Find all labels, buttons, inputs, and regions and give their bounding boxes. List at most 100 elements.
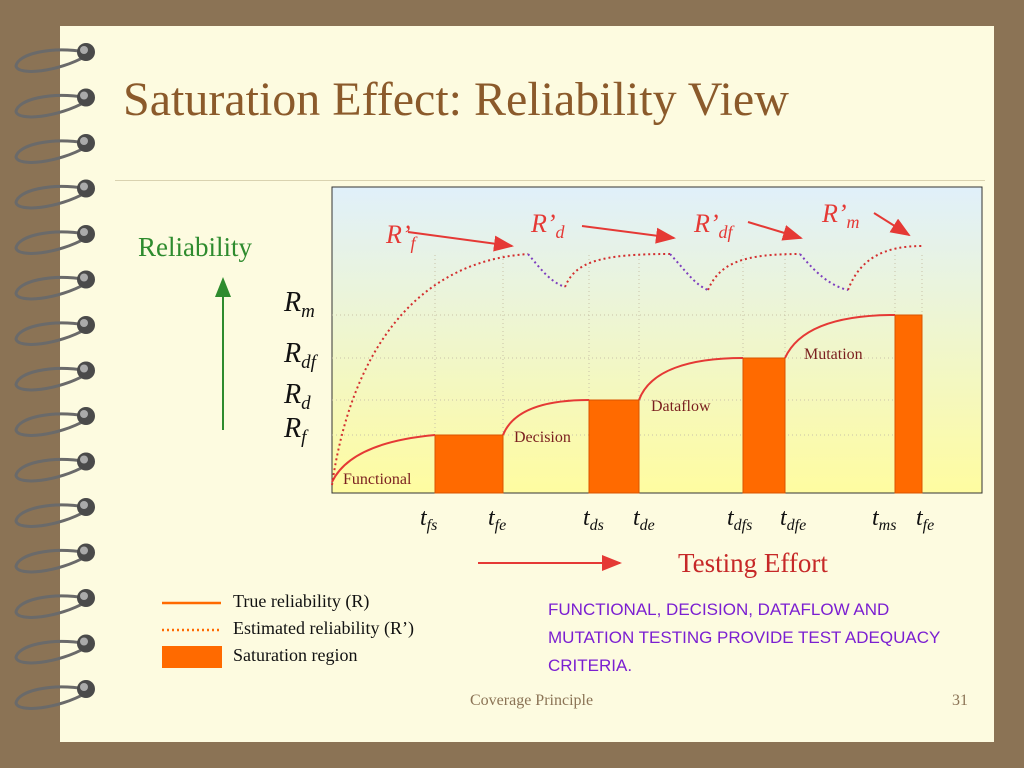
x-tick-label: tfe xyxy=(916,505,934,534)
spiral-binding xyxy=(14,43,95,710)
spiral-hole-highlight xyxy=(80,319,88,327)
spiral-hole-highlight xyxy=(80,501,88,509)
spiral-hole-highlight xyxy=(80,46,88,54)
x-tick-label-subscript: ds xyxy=(590,517,604,534)
x-tick-label-subscript: fe xyxy=(495,517,507,534)
saturation-region xyxy=(742,357,786,494)
x-tick-label-main: t xyxy=(872,505,880,531)
legend-saturation-swatch xyxy=(162,646,222,668)
estimated-reliability-curve xyxy=(564,253,671,288)
legend xyxy=(162,601,222,668)
x-tick-label: tde xyxy=(633,505,655,534)
estimate-arrow xyxy=(581,225,676,244)
estimate-label-main: R’ xyxy=(693,209,719,238)
x-tick-label: tdfs xyxy=(727,505,752,534)
phase-labels: Functional Decision Dataflow Mutation xyxy=(343,346,863,488)
estimate-labels: R’fR’d R’dfR’m xyxy=(385,199,860,253)
spiral-ring xyxy=(14,94,87,119)
x-tick-label-subscript: de xyxy=(640,517,655,534)
y-level-label-main: R xyxy=(283,379,301,410)
phase-label: Dataflow xyxy=(651,398,711,415)
estimate-arrow xyxy=(747,221,803,241)
y-level-label-main: R xyxy=(283,287,301,318)
y-level-label: Rf xyxy=(283,413,309,448)
x-tick-label-subscript: fe xyxy=(923,517,935,534)
x-tick-labels: tfs tfe tds tde tdfs tdfe tms tfe xyxy=(420,505,934,534)
saturation-region xyxy=(434,434,504,494)
adequacy-note: FUNCTIONAL, DECISION, DATAFLOW AND MUTAT… xyxy=(548,600,941,675)
estimate-label-subscript: d xyxy=(556,222,566,242)
phase-label: Decision xyxy=(514,429,571,446)
estimate-label-subscript: df xyxy=(719,222,736,242)
spiral-ring xyxy=(14,685,87,710)
spiral-ring xyxy=(14,185,87,210)
spiral-ring xyxy=(14,139,87,164)
estimate-arrow xyxy=(407,231,514,252)
spiral-ring xyxy=(14,640,87,665)
true-reliability-curve xyxy=(784,314,896,359)
spiral-ring xyxy=(14,48,87,73)
y-level-label: Rd xyxy=(283,379,311,414)
x-axis-label: Testing Effort xyxy=(678,548,828,578)
saturation-region xyxy=(894,314,923,494)
y-level-label-subscript: d xyxy=(301,393,311,414)
footer-title: Coverage Principle xyxy=(470,692,594,709)
estimate-arrows xyxy=(407,212,911,252)
page-number: 31 xyxy=(952,692,968,709)
spiral-ring xyxy=(14,503,87,528)
true-reliability-curve xyxy=(502,399,590,436)
estimated-reliability-curve xyxy=(331,253,529,486)
legend-saturation-label: Saturation region xyxy=(233,645,358,665)
spiral-ring xyxy=(14,458,87,483)
estimated-reliability-drop xyxy=(799,253,849,291)
estimate-label-main: R’ xyxy=(821,199,847,228)
estimate-label: R’f xyxy=(385,220,419,253)
spiral-ring xyxy=(14,412,87,437)
estimate-label-main: R’ xyxy=(530,209,556,238)
x-tick-label-main: t xyxy=(916,505,924,531)
y-level-label-subscript: m xyxy=(301,301,315,322)
x-tick-label-main: t xyxy=(488,505,496,531)
estimate-label-subscript: m xyxy=(847,212,860,232)
spiral-hole-highlight xyxy=(80,637,88,646)
y-level-label: Rm xyxy=(283,287,315,322)
true-reliability-curve xyxy=(331,434,436,483)
phase-label: Functional xyxy=(343,471,412,488)
spiral-ring xyxy=(14,230,87,255)
legend-true-label: True reliability (R) xyxy=(233,591,370,611)
spiral-hole-highlight xyxy=(80,592,88,600)
x-tick-label-subscript: fs xyxy=(427,517,438,534)
estimated-reliability-drop xyxy=(669,253,709,291)
y-level-label-subscript: f xyxy=(301,427,309,448)
x-tick-label-main: t xyxy=(780,505,788,531)
spiral-ring xyxy=(14,321,87,346)
spiral-ring xyxy=(14,276,87,301)
estimate-label: R’m xyxy=(821,199,860,232)
x-tick-label-subscript: dfe xyxy=(787,517,807,534)
saturation-regions xyxy=(434,314,923,494)
title-divider xyxy=(115,180,985,181)
estimated-reliability-curves xyxy=(331,245,923,486)
spiral-hole-highlight xyxy=(80,455,88,464)
spiral-hole-highlight xyxy=(80,182,88,191)
spiral-hole-highlight xyxy=(80,546,88,555)
legend-estimated-label: Estimated reliability (R’) xyxy=(233,618,414,638)
spiral-hole-highlight xyxy=(80,273,88,282)
x-tick-label: tds xyxy=(583,505,604,534)
x-tick-label: tfe xyxy=(488,505,506,534)
y-level-label: Rdf xyxy=(283,338,319,373)
spiral-hole-highlight xyxy=(80,410,88,418)
spiral-ring xyxy=(14,549,87,574)
estimate-arrow xyxy=(873,212,911,237)
spiral-ring xyxy=(14,594,87,619)
x-tick-label: tfs xyxy=(420,505,437,534)
slide-title: Saturation Effect: Reliability View xyxy=(123,73,789,126)
spiral-hole-highlight xyxy=(80,683,88,691)
plot-area xyxy=(331,186,983,494)
estimate-label-main: R’ xyxy=(385,220,411,249)
x-tick-label: tms xyxy=(872,505,896,534)
true-reliability-curve xyxy=(638,357,744,401)
x-tick-label-main: t xyxy=(727,505,735,531)
x-tick-label: tdfe xyxy=(780,505,806,534)
